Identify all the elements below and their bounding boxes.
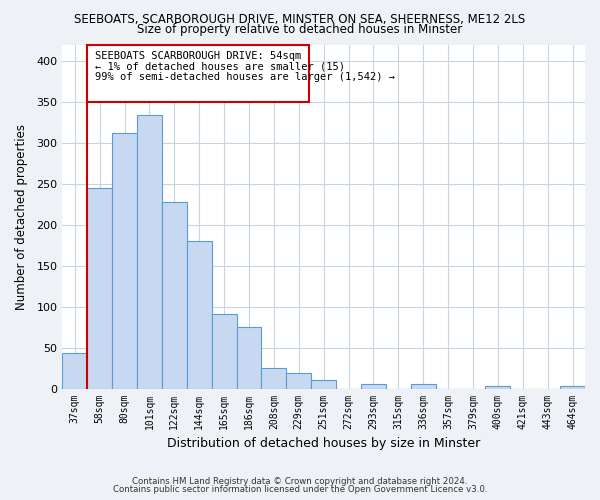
Bar xyxy=(62,354,87,388)
Bar xyxy=(361,384,386,388)
Bar xyxy=(485,386,511,388)
Bar xyxy=(187,242,212,388)
X-axis label: Distribution of detached houses by size in Minster: Distribution of detached houses by size … xyxy=(167,437,480,450)
Text: SEEBOATS, SCARBOROUGH DRIVE, MINSTER ON SEA, SHEERNESS, ME12 2LS: SEEBOATS, SCARBOROUGH DRIVE, MINSTER ON … xyxy=(74,12,526,26)
Bar xyxy=(560,386,585,388)
Bar xyxy=(236,327,262,388)
Bar xyxy=(212,314,236,388)
Bar xyxy=(411,384,436,388)
Text: Contains HM Land Registry data © Crown copyright and database right 2024.: Contains HM Land Registry data © Crown c… xyxy=(132,477,468,486)
Text: SEEBOATS SCARBOROUGH DRIVE: 54sqm: SEEBOATS SCARBOROUGH DRIVE: 54sqm xyxy=(95,50,301,60)
Bar xyxy=(112,132,137,388)
Y-axis label: Number of detached properties: Number of detached properties xyxy=(15,124,28,310)
Bar xyxy=(311,380,336,388)
Bar xyxy=(286,373,311,388)
Bar xyxy=(162,202,187,388)
Bar xyxy=(262,368,286,388)
Bar xyxy=(137,114,162,388)
Text: Size of property relative to detached houses in Minster: Size of property relative to detached ho… xyxy=(137,22,463,36)
Text: 99% of semi-detached houses are larger (1,542) →: 99% of semi-detached houses are larger (… xyxy=(95,72,395,82)
FancyBboxPatch shape xyxy=(87,45,309,102)
Text: Contains public sector information licensed under the Open Government Licence v3: Contains public sector information licen… xyxy=(113,485,487,494)
Text: ← 1% of detached houses are smaller (15): ← 1% of detached houses are smaller (15) xyxy=(95,62,344,72)
Bar xyxy=(87,188,112,388)
